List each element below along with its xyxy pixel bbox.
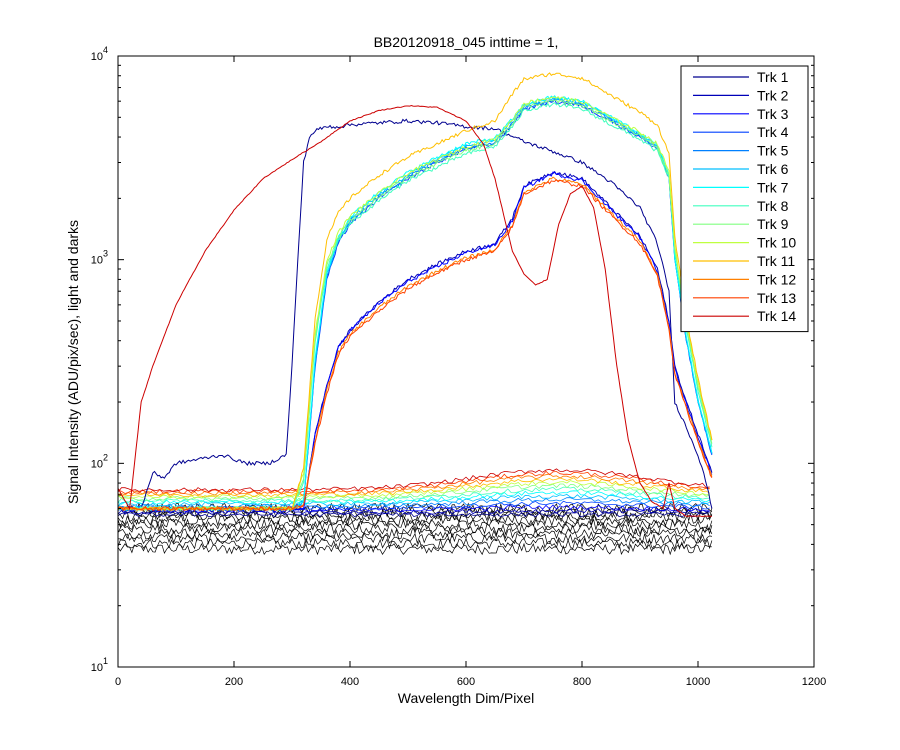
series-line-trk-12 — [118, 176, 713, 512]
series-baseline-line — [118, 486, 710, 503]
dark-frame-line — [118, 537, 713, 550]
y-tick-label: 103 — [91, 249, 108, 267]
legend-label: Trk 5 — [757, 143, 789, 159]
series-baseline-line — [118, 512, 710, 518]
dark-frame-line — [118, 517, 713, 531]
legend-label: Trk 8 — [757, 198, 789, 214]
series-baseline-line — [118, 473, 710, 496]
series-baseline-line — [118, 483, 710, 502]
legend-label: Trk 10 — [757, 235, 796, 251]
y-tick-label: 104 — [91, 45, 108, 63]
series-baseline-line — [118, 508, 710, 516]
legend: Trk 1 Trk 2 Trk 3 Trk 4 Trk 5 Trk 6 Trk 7 Trk 8… — [680, 65, 809, 333]
x-tick-label: 600 — [457, 676, 475, 688]
plot-clip-group — [118, 72, 713, 556]
x-tick-label: 400 — [341, 676, 359, 688]
legend-label: Trk 7 — [757, 179, 789, 195]
axes: 0 200 400 600 800 1000 1200 101 102 103 104 — [91, 45, 827, 688]
chart-title: BB20120918_045 inttime = 1, — [374, 34, 559, 50]
legend-label: Trk 14 — [757, 308, 796, 324]
x-tick-label: 0 — [115, 676, 121, 688]
legend-label: Trk 9 — [757, 216, 789, 232]
y-tick-label: 102 — [91, 452, 108, 470]
dark-frame-line — [118, 522, 713, 536]
series-baseline-line — [118, 470, 710, 495]
x-tick-label: 1200 — [802, 676, 826, 688]
series-baseline-line — [118, 468, 710, 493]
x-axis-label: Wavelength Dim/Pixel — [398, 690, 534, 706]
legend-label: Trk 11 — [757, 253, 795, 269]
legend-label: Trk 2 — [757, 87, 789, 103]
series-baseline-line — [118, 480, 710, 500]
series-line-trk-1 — [118, 118, 713, 511]
series-baseline-line — [118, 490, 710, 505]
series-line-trk-13 — [118, 178, 713, 512]
legend-label: Trk 1 — [757, 69, 789, 85]
series-line-trk-14 — [118, 104, 712, 518]
x-tick-label: 200 — [225, 676, 243, 688]
y-axis-label: Signal Intensity (ADU/pix/sec), light an… — [65, 220, 81, 504]
x-tick-label: 1000 — [686, 676, 710, 688]
legend-label: Trk 3 — [757, 106, 789, 122]
legend-label: Trk 12 — [757, 271, 796, 287]
legend-label: Trk 6 — [757, 161, 789, 177]
x-tick-label: 800 — [573, 676, 591, 688]
legend-label: Trk 13 — [757, 290, 796, 306]
dark-frame-line — [118, 514, 713, 527]
plot-area — [118, 72, 713, 556]
y-tick-label: 101 — [91, 656, 108, 674]
legend-box — [680, 65, 809, 333]
dark-frame-line — [118, 532, 712, 545]
dark-frame-line — [118, 542, 712, 556]
legend-label: Trk 4 — [757, 124, 789, 140]
